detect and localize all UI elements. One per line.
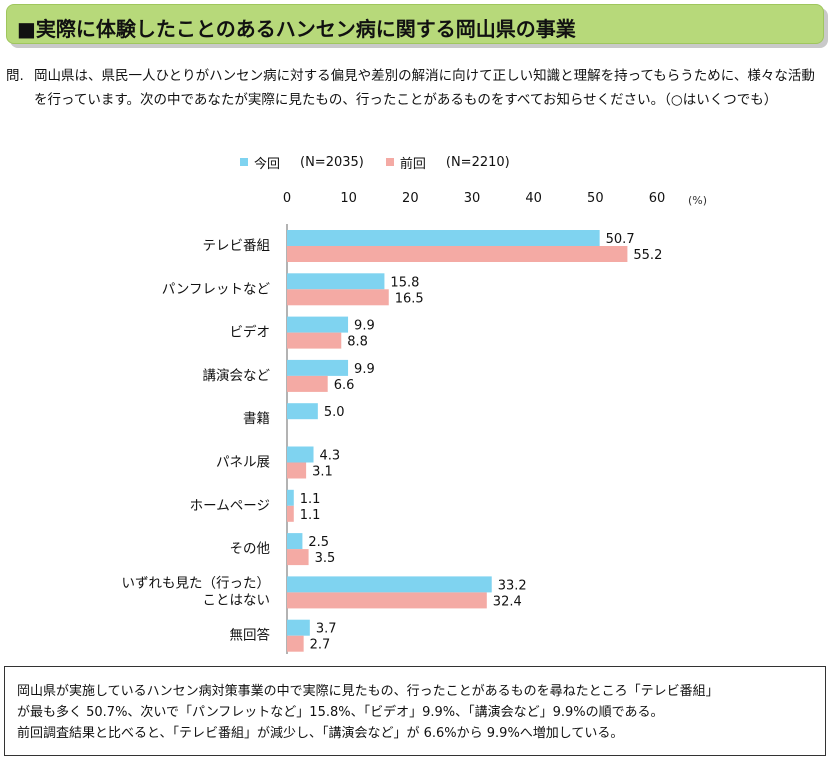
bar-current (287, 316, 349, 333)
category-label: いずれも見た（行った） (122, 575, 271, 591)
data-label: 2.7 (310, 638, 331, 653)
data-label: 4.3 (320, 449, 341, 464)
data-label: 32.4 (493, 594, 522, 609)
legend-n-previous: (N=2210) (445, 154, 510, 170)
bar-current (287, 489, 294, 506)
bar-previous (287, 505, 294, 522)
legend-n-current: (N=2035) (300, 154, 364, 170)
x-tick-label: 30 (464, 191, 481, 206)
bar-previous (287, 592, 487, 609)
legend-item-current: 今回 (N=2035) (240, 153, 364, 172)
bar-current (287, 619, 310, 636)
data-label: 33.2 (498, 578, 527, 593)
x-tick-label: 40 (525, 191, 542, 206)
legend-swatch-current (240, 158, 248, 166)
data-label: 55.2 (633, 248, 662, 263)
bar-previous (287, 246, 628, 262)
x-tick-label: 50 (587, 191, 604, 206)
data-label: 50.7 (606, 232, 635, 247)
summary-line-1: 岡山県が実施しているハンセン病対策事業の中で実際に見たもの、行ったことがあるもの… (17, 684, 719, 699)
page-title: ■実際に体験したことのあるハンセン病に関する岡山県の事業 (17, 17, 576, 41)
bar-chart: 0 10 20 30 40 50 60 (%) テレビ番組 50.755.2 パンフレットなど 15.… (122, 191, 707, 654)
legend-name-previous: 前回 (399, 156, 426, 172)
x-tick-label: 60 (649, 191, 666, 206)
bar-current (287, 576, 492, 593)
question-label: 問. (6, 68, 24, 84)
category-label: その他 (230, 541, 271, 557)
summary-line-3: 前回調査結果と比べると、「テレビ番組」が減少し、「講演会など」が 6.6%から … (17, 726, 624, 741)
category-label: 無回答 (230, 627, 271, 644)
data-label: 3.1 (312, 465, 333, 480)
category-label: 書籍 (243, 410, 270, 427)
data-label: 3.5 (315, 551, 336, 566)
bar-current (287, 446, 314, 463)
category-label: ホームページ (190, 498, 270, 514)
legend-name-current: 今回 (254, 156, 281, 172)
legend-swatch-previous (385, 158, 394, 166)
data-label: 2.5 (308, 535, 329, 550)
summary-line-2: が最も多く 50.7%、次いで「パンフレットなど」15.8%、「ビデオ」9.9%… (17, 705, 664, 720)
title-bar: ■実際に体験したことのあるハンセン病に関する岡山県の事業 (6, 4, 824, 44)
x-axis-unit: (%) (688, 194, 707, 207)
data-label: 15.8 (390, 275, 419, 290)
chart-legend: 今回 (N=2035) 前回 (N=2210) (240, 152, 532, 172)
data-label: 3.7 (316, 622, 337, 637)
bar-current (287, 230, 600, 246)
data-label: 1.1 (300, 508, 321, 523)
bar-current (287, 273, 385, 290)
bar-current (287, 403, 318, 420)
bar-previous (287, 289, 389, 306)
category-label: 講演会など (203, 368, 271, 384)
category-label: パンフレットなど (162, 281, 271, 297)
data-label: 6.6 (334, 378, 355, 393)
data-label: 9.9 (354, 319, 375, 334)
bar-previous (287, 332, 342, 349)
data-label: 16.5 (395, 291, 424, 306)
bar-previous (287, 375, 328, 392)
summary-box: 岡山県が実施しているハンセン病対策事業の中で実際に見たもの、行ったことがあるもの… (4, 666, 826, 756)
bar-previous (287, 462, 307, 479)
data-label: 1.1 (300, 492, 321, 507)
question-text: 岡山県は、県民一人ひとりがハンセン病に対する偏見や差別の解消に向けて正しい知識と… (34, 68, 815, 108)
data-label: 5.0 (324, 405, 345, 420)
x-tick-label: 0 (283, 191, 291, 206)
bar-previous (287, 635, 304, 652)
bar-current (287, 359, 349, 376)
bar-previous (287, 549, 309, 566)
bar-current (287, 533, 303, 550)
category-label: ビデオ (230, 324, 271, 341)
x-tick-label: 20 (402, 191, 419, 206)
data-label: 9.9 (354, 362, 375, 377)
data-label: 8.8 (347, 335, 368, 350)
category-label: パネル展 (216, 455, 270, 471)
category-label: テレビ番組 (203, 238, 271, 254)
x-tick-label: 10 (340, 191, 357, 206)
category-label: ことはない (203, 592, 271, 608)
legend-item-previous: 前回 (N=2210) (385, 153, 510, 172)
